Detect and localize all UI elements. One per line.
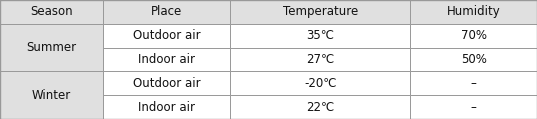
Bar xyxy=(103,95,230,119)
Text: 70%: 70% xyxy=(461,29,487,42)
Bar xyxy=(410,71,537,95)
Bar xyxy=(230,24,410,48)
Text: 35℃: 35℃ xyxy=(306,29,334,42)
Bar xyxy=(0,71,103,119)
Text: 50%: 50% xyxy=(461,53,487,66)
Bar xyxy=(230,71,410,95)
Text: Humidity: Humidity xyxy=(447,5,500,18)
Bar xyxy=(410,24,537,48)
Text: –: – xyxy=(470,101,476,114)
Text: Season: Season xyxy=(30,5,73,18)
Text: -20℃: -20℃ xyxy=(304,77,336,90)
Bar xyxy=(410,48,537,71)
Text: Indoor air: Indoor air xyxy=(138,101,195,114)
Bar xyxy=(103,24,230,48)
Bar xyxy=(230,95,410,119)
Text: Indoor air: Indoor air xyxy=(138,53,195,66)
Text: 27℃: 27℃ xyxy=(306,53,334,66)
Bar xyxy=(410,95,537,119)
Text: Outdoor air: Outdoor air xyxy=(133,77,200,90)
Text: Outdoor air: Outdoor air xyxy=(133,29,200,42)
Bar xyxy=(230,48,410,71)
Bar xyxy=(0,0,103,24)
Text: Winter: Winter xyxy=(32,89,71,102)
Text: –: – xyxy=(470,77,476,90)
Bar xyxy=(103,71,230,95)
Bar xyxy=(410,0,537,24)
Text: 22℃: 22℃ xyxy=(306,101,334,114)
Bar xyxy=(230,0,410,24)
Text: Summer: Summer xyxy=(26,41,77,54)
Bar xyxy=(103,0,230,24)
Text: Temperature: Temperature xyxy=(282,5,358,18)
Bar xyxy=(0,24,103,71)
Text: Place: Place xyxy=(151,5,183,18)
Bar xyxy=(103,48,230,71)
